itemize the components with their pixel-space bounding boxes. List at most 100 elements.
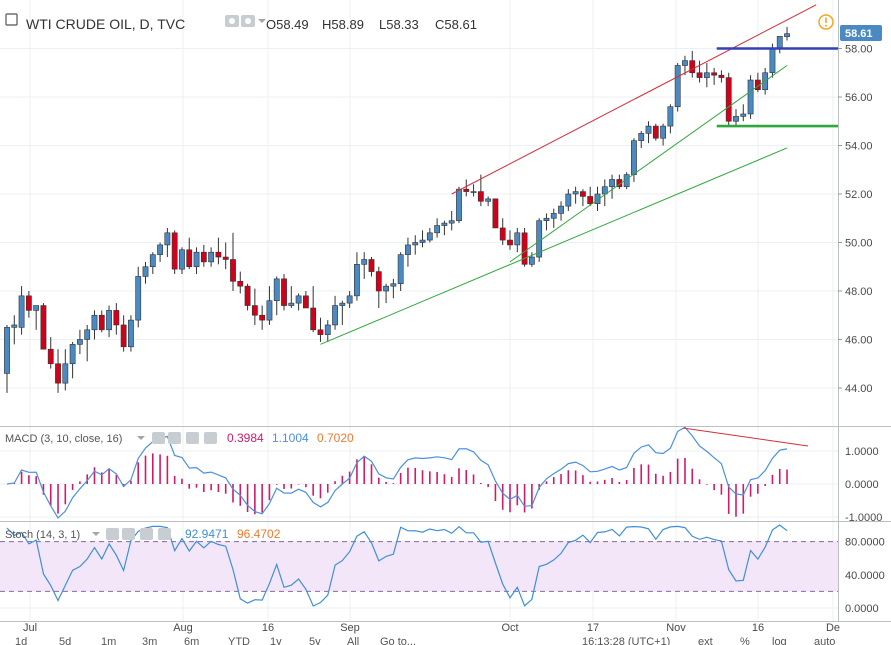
candle (186, 237, 193, 270)
candle-body (266, 300, 273, 321)
eye-icon[interactable] (225, 15, 239, 27)
candle-body (200, 251, 207, 263)
ext-toggle[interactable]: ext (698, 636, 713, 645)
chevron-down-icon[interactable] (258, 19, 266, 23)
candle-body (638, 133, 645, 141)
plus-icon[interactable] (140, 528, 153, 540)
timeframe-button-ytd[interactable]: YTD (228, 636, 250, 645)
timeframe-button-1d[interactable]: 1d (15, 636, 27, 645)
price-tick-label: 58.00 (845, 44, 873, 56)
square-icon[interactable] (5, 13, 18, 26)
eye-icon[interactable] (106, 528, 119, 540)
close-icon[interactable] (204, 432, 217, 444)
candle (25, 291, 32, 318)
percent-toggle[interactable]: % (740, 636, 750, 645)
candle-body (47, 348, 54, 365)
candle (667, 104, 674, 134)
chevron-down-icon[interactable] (92, 532, 100, 536)
candle-body (310, 307, 317, 331)
candle (200, 244, 207, 267)
close-icon[interactable] (158, 528, 171, 540)
log-toggle[interactable]: log (772, 636, 787, 645)
auto-toggle[interactable]: auto (814, 636, 835, 645)
timeframe-button-1m[interactable]: 1m (101, 636, 116, 645)
candle (499, 218, 506, 245)
channel-lower-2-line[interactable] (509, 65, 788, 263)
last-price-label: 58.61 (845, 28, 873, 40)
candle-body (273, 278, 280, 302)
candle-body (499, 227, 506, 241)
exclamation-circle-icon[interactable] (818, 14, 834, 30)
candle (528, 252, 535, 267)
symbol-title: WTI CRUDE OIL, D, TVC (26, 16, 185, 32)
drawings-layer[interactable] (320, 4, 838, 345)
candle-body (689, 60, 696, 74)
timeframe-button-1y[interactable]: 1y (270, 636, 282, 645)
candle-body (135, 276, 142, 321)
candle (281, 274, 287, 311)
channel-lower-1-line[interactable] (320, 147, 788, 345)
candle-body (361, 259, 368, 265)
candle-body (456, 188, 462, 221)
chevron-down-icon[interactable] (137, 436, 145, 440)
candle-body (703, 72, 710, 78)
candle (580, 189, 586, 207)
stoch-layer (0, 524, 838, 607)
candle-body (397, 254, 404, 285)
macd-divergence-line[interactable] (682, 427, 809, 447)
stoch-tick-label: 40.0000 (845, 570, 885, 582)
plus-icon[interactable] (186, 432, 199, 444)
gear-icon[interactable] (122, 528, 135, 540)
clock-label: 16:13:28 (UTC+1) (582, 636, 670, 645)
candle (273, 276, 280, 316)
time-tick-label: 16 (752, 622, 764, 634)
candle-body (594, 193, 601, 204)
candle (222, 242, 229, 270)
gear-icon[interactable] (168, 432, 181, 444)
price-pane[interactable] (0, 0, 838, 427)
macd-pane[interactable] (0, 427, 838, 522)
candle-body (157, 244, 163, 255)
timeframe-button-5y[interactable]: 5y (309, 636, 321, 645)
candle (62, 349, 69, 391)
ohlc-close: C58.61 (435, 17, 477, 32)
axis-layer: 58.00 56.00 54.00 52.00 50.00 48.00 46.00 44.00… (23, 44, 885, 635)
candle (215, 237, 222, 265)
stoch-tick-label: 80.0000 (845, 537, 885, 549)
candle (448, 210, 455, 231)
ohlc-high: H58.89 (322, 17, 364, 32)
timeframe-button-3m[interactable]: 3m (142, 636, 157, 645)
candle-body (747, 79, 754, 115)
candle-body (674, 65, 681, 107)
candle-body (171, 232, 178, 270)
candle (135, 266, 142, 328)
gear-icon[interactable] (241, 15, 255, 27)
channel-upper-line[interactable] (451, 4, 817, 195)
timeframe-button-5d[interactable]: 5d (59, 636, 71, 645)
timeframe-button-6m[interactable]: 6m (184, 636, 199, 645)
ohlc-open: O58.49 (266, 17, 309, 32)
macd-signal-value: 0.7020 (317, 431, 354, 445)
candle-body (339, 302, 346, 306)
candle-body (120, 324, 127, 348)
candle-body (244, 285, 251, 306)
candle-body (528, 256, 535, 265)
macd-tick-label: -1.0000 (845, 512, 882, 524)
candle (346, 291, 353, 308)
stoch-tick-label: 0.0000 (845, 603, 879, 615)
candle-body (631, 140, 637, 175)
candle-body (667, 106, 674, 127)
candle (682, 55, 688, 76)
candle-body (149, 254, 156, 268)
eye-icon[interactable] (152, 432, 165, 444)
candle-body (652, 125, 659, 139)
candle (77, 329, 83, 355)
timeframe-button-all[interactable]: All (347, 636, 359, 645)
candle (711, 67, 718, 85)
candle-body (434, 225, 441, 234)
candle (208, 247, 215, 267)
goto-button[interactable]: Go to... (380, 636, 416, 645)
candle (784, 26, 790, 41)
price-axis[interactable] (838, 0, 891, 622)
